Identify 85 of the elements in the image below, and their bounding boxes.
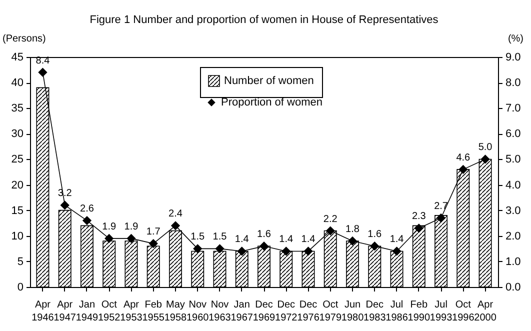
- y2-tick-label: 5.0: [506, 154, 521, 166]
- x-tick-label: Dec 1972: [275, 300, 298, 324]
- point: [238, 247, 246, 256]
- y-tick-label: 20: [11, 179, 24, 192]
- y2-tick-label: 1.0: [506, 256, 521, 268]
- data-label: 1.5: [212, 232, 228, 243]
- y2-tick-label: 0.0: [506, 282, 521, 294]
- x-tick-label: Apr 1946: [32, 300, 54, 324]
- data-label: 1.4: [279, 234, 294, 246]
- y2-axis-title: (%): [508, 34, 524, 44]
- point: [304, 247, 312, 256]
- x-tick-label: Dec 1983: [364, 300, 386, 324]
- chart-title: Figure 1 Number and proportion of women in House of Representatives: [90, 14, 439, 26]
- x-tick-label: Dec 1969: [252, 300, 276, 324]
- y-tick-label: 45: [11, 52, 24, 64]
- point: [60, 201, 70, 210]
- point: [127, 234, 136, 243]
- y-tick-label: 40: [11, 77, 24, 90]
- point: [282, 247, 290, 256]
- point: [348, 236, 357, 246]
- y2-tick-label: 4.0: [506, 179, 521, 192]
- x-tick-label: Jan 1949: [76, 300, 99, 324]
- point: [414, 224, 424, 232]
- y-tick-label: 5: [17, 256, 24, 268]
- x-tick-label: Oct 1979: [319, 300, 342, 324]
- x-tick-label: Oct 1996: [452, 300, 475, 324]
- y-tick-label: 0: [17, 282, 24, 294]
- y2-tick-label: 7.0: [506, 102, 521, 115]
- data-label: 2.3: [412, 211, 426, 222]
- data-label: 2.2: [323, 214, 338, 225]
- x-tick-label: Jun 1980: [341, 300, 364, 324]
- y2-tick-label: 9.0: [506, 52, 521, 64]
- data-label: 1.5: [190, 232, 206, 243]
- data-label: 1.4: [234, 234, 250, 246]
- x-tick-label: Apr 1947: [54, 300, 76, 324]
- x-tick-label: May 1958: [164, 300, 188, 324]
- point: [216, 244, 224, 253]
- x-tick-label: Dec 1976: [297, 300, 320, 324]
- point: [171, 222, 180, 230]
- y-tick-label: 15: [11, 204, 24, 217]
- x-tick-label: Nov 1960: [186, 300, 210, 324]
- point: [392, 247, 401, 256]
- data-label: 4.6: [456, 152, 471, 164]
- data-label: 5.0: [478, 142, 493, 154]
- data-label: 2.4: [168, 208, 183, 220]
- data-label: 1.9: [102, 221, 116, 232]
- data-label: 2.6: [80, 204, 94, 215]
- data-label: 1.6: [368, 229, 382, 240]
- point: [370, 242, 379, 250]
- y-tick-label: 35: [11, 102, 24, 115]
- y-tick-label: 30: [11, 128, 24, 140]
- y2-tick-label: 3.0: [506, 204, 521, 217]
- x-tick-label: Apr 2000: [474, 300, 497, 324]
- data-label: 1.7: [146, 226, 161, 238]
- point: [436, 214, 446, 222]
- legend-label: Number of women: [224, 75, 314, 87]
- data-label: 1.8: [346, 224, 360, 235]
- x-tick-label: Nov 1963: [208, 300, 232, 324]
- y-tick-label: 25: [11, 154, 24, 166]
- point: [458, 165, 468, 174]
- data-label: 1.4: [390, 234, 404, 246]
- x-tick-label: Feb 1955: [142, 300, 165, 324]
- point: [82, 216, 92, 225]
- y2-tick-label: 2.0: [506, 230, 521, 242]
- point: [149, 239, 158, 248]
- x-tick-label: Jul 1986: [386, 300, 408, 324]
- x-tick-label: Feb 1990: [408, 300, 430, 324]
- point: [481, 155, 490, 164]
- data-label: 1.9: [124, 221, 139, 232]
- x-tick-label: Apr 1953: [120, 300, 143, 324]
- y2-tick-label: 6.0: [506, 128, 521, 140]
- point: [193, 244, 202, 253]
- y-tick-label: 10: [11, 230, 24, 242]
- point: [260, 242, 268, 250]
- data-label: 1.4: [301, 234, 316, 246]
- y2-tick-label: 8.0: [506, 77, 521, 90]
- legend-label: Proportion of women: [221, 96, 322, 108]
- data-label: 1.6: [257, 229, 272, 240]
- x-tick-label: Jan 1967: [230, 300, 254, 324]
- point: [38, 68, 47, 76]
- x-tick-label: Jul 1993: [430, 300, 453, 324]
- point: [104, 234, 114, 243]
- x-tick-label: Oct 1952: [98, 300, 121, 324]
- point: [326, 226, 335, 235]
- y-axis-title: (Persons): [2, 34, 46, 44]
